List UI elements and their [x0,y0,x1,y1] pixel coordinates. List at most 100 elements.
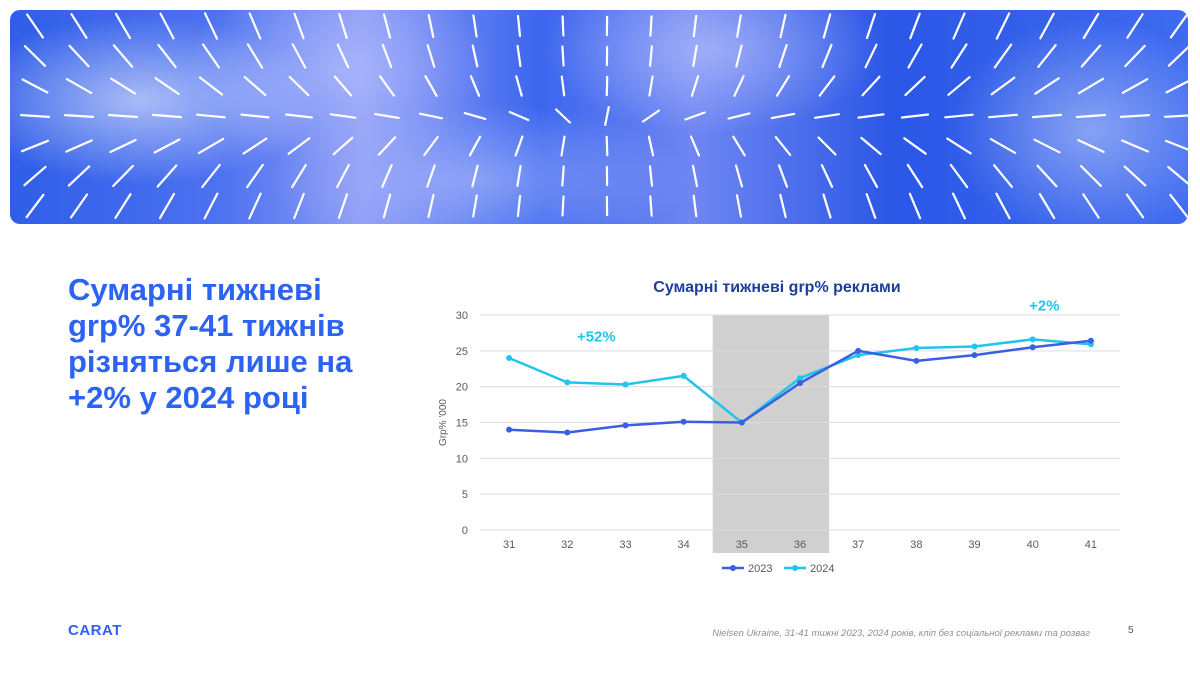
banner-dash [561,165,565,187]
banner-dash [1036,164,1058,188]
banner-dash [822,193,832,219]
banner-dash [197,137,225,155]
data-point-2024 [622,381,629,388]
banner-dash [865,12,877,40]
banner-dash [1039,12,1055,40]
y-tick-label: 0 [462,525,468,537]
banner-dash [1165,80,1188,94]
banner-dash [153,138,181,154]
banner-dash [561,195,565,217]
x-tick-label: 33 [619,539,631,551]
banner-dash [692,194,698,218]
banner-dash [684,111,706,121]
banner-dash [736,14,742,38]
banner-dash [151,113,183,119]
banner-dash [159,12,175,40]
annotation-2: +2% [1029,298,1059,315]
banner-dash [382,13,392,39]
banner-dash [863,163,879,189]
banner-dash [23,165,47,187]
banner-dash [909,12,921,40]
banner-dash [508,110,530,122]
banner-dash [908,192,922,220]
banner-dash [293,192,305,220]
banner-dash [70,13,88,39]
banner-dash [648,165,654,187]
banner-dash [1163,114,1188,118]
banner-dash [246,43,264,69]
banner-dash [242,137,268,155]
banner-dash [288,75,310,97]
banner-dash [821,43,833,69]
banner-dash [647,135,655,157]
data-point-2023 [738,419,745,426]
banner-dash [995,192,1011,220]
data-point-2024 [506,355,513,361]
y-tick-label: 10 [456,453,468,465]
banner-dash [468,135,482,157]
banner-dash [952,12,966,40]
banner-dash [561,15,565,37]
banner-dash [1120,139,1150,153]
banner-dash [65,77,93,95]
banner-dash [689,135,701,157]
banner-dash [1121,78,1149,94]
banner-dash [860,136,882,156]
headline: Сумарні тижневі grp% 37-41 тижнів різнят… [68,272,353,415]
banner-dash [770,112,796,120]
banner-dash [471,44,479,68]
y-axis-label: Grp% '000 [438,399,449,446]
banner-dash [692,14,698,38]
banner-dash [1077,139,1105,153]
banner-dash [778,43,788,69]
banner-dash [774,135,792,156]
banner-dash [779,13,787,39]
banner-dash [727,112,751,120]
banner-dash [109,77,137,95]
banner-dash [463,111,487,121]
banner-dash [337,193,349,219]
y-tick-label: 30 [456,310,468,322]
banner-dash [515,75,523,97]
banner-dash [900,113,930,119]
data-point-2024 [680,372,687,379]
banner-dash [469,75,481,97]
banner-dash [1082,193,1100,219]
banner-dash [1169,13,1188,39]
dash-pattern [19,12,1188,220]
banner-dash [1031,113,1063,119]
banner-dash [381,164,393,188]
banner-dash [240,113,270,119]
banner-dash [820,164,834,188]
banner-dash [1167,45,1188,67]
banner-dash [23,45,47,67]
banner-dash [418,112,444,120]
chart-title: Сумарні тижневі grp% реклами [653,279,901,296]
banner-dash [472,194,478,218]
banner-dash [336,163,350,189]
banner-dash [1126,13,1144,39]
banner-dash [1080,44,1102,68]
banner-dash [947,76,971,96]
data-point-2024 [564,379,571,386]
highlight-band [712,315,830,553]
legend-marker [730,565,736,571]
x-tick-label: 41 [1085,539,1097,551]
annotation-52: +52% [577,329,616,346]
banner-dash [989,138,1017,154]
banner-dash [1034,77,1060,95]
banner-dash [777,164,789,188]
banner-dash [63,113,95,119]
data-point-2023 [971,352,978,359]
banner-dash [990,76,1016,96]
banner-dash [1038,192,1056,220]
banner-dash [993,43,1013,69]
banner-dash [203,12,219,40]
data-point-2023 [506,426,513,433]
banner-dash [904,75,926,97]
banner-dash [471,164,479,188]
banner-dash [285,113,313,119]
data-point-2023 [622,422,629,429]
banner-dash [813,113,841,119]
x-tick-label: 40 [1027,539,1039,551]
